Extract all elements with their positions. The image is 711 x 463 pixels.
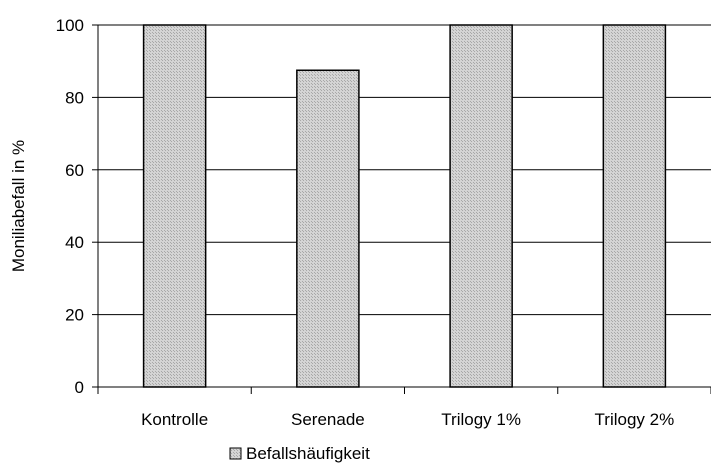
- legend-swatch: [229, 447, 242, 460]
- bar: [296, 69, 360, 388]
- x-tick-label: Kontrolle: [141, 410, 208, 429]
- y-tick-label: 80: [65, 88, 84, 107]
- x-tick-label: Serenade: [291, 410, 365, 429]
- bar: [142, 24, 207, 388]
- y-tick-label: 0: [75, 378, 84, 397]
- legend-label: Befallshäufigkeit: [246, 444, 370, 463]
- bars: [142, 24, 667, 388]
- x-tick-labels: Kontrolle Serenade Trilogy 1% Trilogy 2%: [141, 410, 674, 429]
- x-tick-label: Trilogy 2%: [595, 410, 675, 429]
- y-tick-label: 60: [65, 161, 84, 180]
- y-tick-labels: 0 20 40 60 80 100: [56, 16, 84, 397]
- bar: [449, 24, 513, 388]
- y-tick-label: 100: [56, 16, 84, 35]
- y-axis-title: Moniliabefall in %: [9, 140, 28, 272]
- x-tick-label: Trilogy 1%: [441, 410, 521, 429]
- legend: Befallshäufigkeit: [229, 444, 370, 463]
- axes: [92, 24, 711, 394]
- y-tick-label: 20: [65, 306, 84, 325]
- bar: [602, 24, 667, 388]
- y-tick-label: 40: [65, 233, 84, 252]
